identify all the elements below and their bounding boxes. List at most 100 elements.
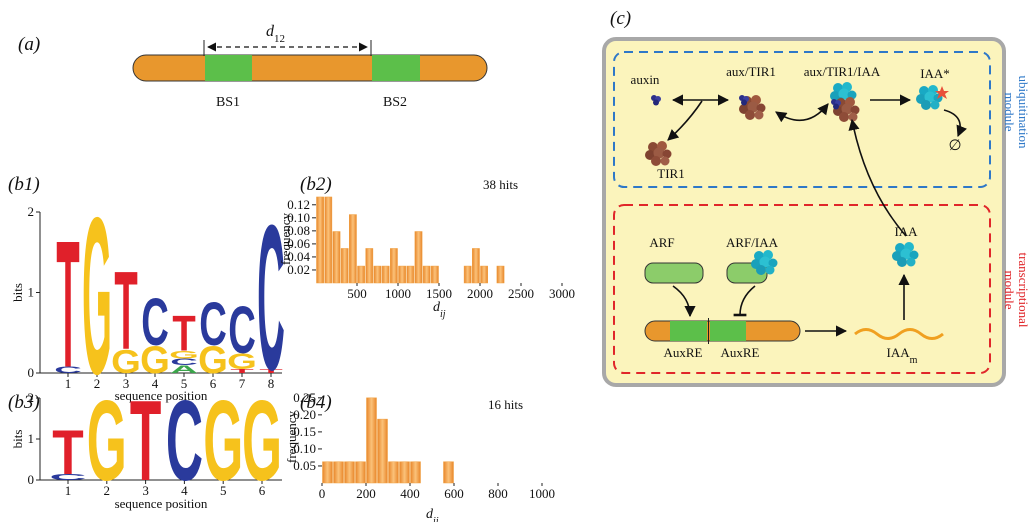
transcription-box xyxy=(613,204,991,374)
logo-letter: T xyxy=(230,368,254,374)
panel-label: (b3) xyxy=(8,392,40,413)
x-tick-label: 200 xyxy=(356,486,376,501)
y-tick-label: 0.05 xyxy=(293,458,316,473)
subscript: 12 xyxy=(274,33,285,45)
binding-site xyxy=(205,55,252,81)
logo-letter: T xyxy=(172,307,195,362)
y-tick-label: 0 xyxy=(28,365,35,380)
subscript: ij xyxy=(440,309,446,320)
star xyxy=(935,86,949,99)
x-tick-label: 1 xyxy=(65,376,72,391)
y-axis-label: bits xyxy=(10,430,25,449)
logo-letter: C xyxy=(257,181,285,413)
logo-letter: C xyxy=(170,357,198,367)
auxre-site xyxy=(670,321,707,341)
x-tick-label: 6 xyxy=(210,376,217,391)
x-tick-label: 6 xyxy=(259,483,266,498)
arrow xyxy=(667,100,703,141)
binding-site xyxy=(372,55,420,81)
x-tick-label: 4 xyxy=(152,376,159,391)
y-tick-label: 0 xyxy=(28,472,35,487)
bar xyxy=(373,265,382,284)
y-tick-label: 2 xyxy=(28,204,35,219)
symbol: IAA xyxy=(887,345,911,360)
bar xyxy=(324,196,333,284)
bar xyxy=(496,265,505,284)
bar xyxy=(414,231,423,284)
bar xyxy=(357,265,365,284)
y-tick-label: 0.08 xyxy=(287,223,310,238)
x-tick-label: 3 xyxy=(123,376,130,391)
logo-letter: G xyxy=(87,377,127,505)
x-tick-label: 3000 xyxy=(549,286,575,301)
y-tick-label: 0.20 xyxy=(293,407,316,422)
y-axis-label: frequency xyxy=(284,411,299,463)
y-tick-label: 0.06 xyxy=(287,236,310,251)
x-tick-label: 2 xyxy=(94,376,101,391)
bar xyxy=(333,461,344,484)
logo-letter: G xyxy=(169,349,199,361)
x-axis-label: sequence position xyxy=(115,388,208,403)
panel-label: (b1) xyxy=(8,174,40,195)
node-label: ∅ xyxy=(948,138,961,154)
bar xyxy=(472,248,480,284)
bar xyxy=(355,461,366,484)
bar xyxy=(344,461,355,484)
bar xyxy=(398,265,406,284)
line: transcriptional xyxy=(1016,252,1031,327)
logo-letter: C xyxy=(199,290,227,358)
node-label: aux/TIR1/IAA xyxy=(804,64,881,79)
bar xyxy=(322,461,333,484)
bar xyxy=(332,231,341,284)
x-tick-label: 1 xyxy=(65,483,72,498)
arrow xyxy=(672,285,696,318)
y-tick-label: 0.25 xyxy=(293,390,316,405)
logo-letter: G xyxy=(227,349,257,374)
bar xyxy=(316,196,324,284)
bar xyxy=(463,265,472,284)
logo-letter: G xyxy=(82,171,112,421)
y-axis-label: frequency xyxy=(278,213,293,265)
x-tick-label: 400 xyxy=(400,486,420,501)
node-label: ARF/IAA xyxy=(726,235,779,250)
site-label: BS1 xyxy=(216,95,240,110)
bar xyxy=(365,248,374,284)
y-tick-label: 1 xyxy=(28,431,35,446)
logo-letter: C xyxy=(228,293,256,368)
logo-letter: T xyxy=(259,368,283,374)
ubiquitination-box xyxy=(613,51,991,188)
panel-label: (c) xyxy=(610,8,631,29)
auxre-site xyxy=(710,321,746,341)
node-label: TIR1 xyxy=(657,166,684,181)
distance-label: d12 xyxy=(266,23,285,45)
logo-letter: G xyxy=(111,342,141,380)
x-tick-label: 500 xyxy=(347,286,367,301)
symbol: d xyxy=(433,300,441,315)
x-tick-label: 5 xyxy=(220,483,227,498)
line: module xyxy=(1002,93,1017,132)
bar xyxy=(410,461,421,484)
node-label: auxin xyxy=(631,72,660,87)
x-tick-label: 600 xyxy=(444,486,464,501)
subscript: ij xyxy=(433,516,439,522)
panel-label: (b2) xyxy=(300,174,332,195)
x-axis-label: sequence position xyxy=(115,496,208,511)
x-tick-label: 4 xyxy=(181,483,188,498)
y-axis-label: bits xyxy=(10,283,25,302)
bar xyxy=(422,265,431,284)
arrow xyxy=(775,103,829,123)
node-label: IAA xyxy=(894,224,918,239)
logo-letter: C xyxy=(49,472,86,481)
logo-letter: T xyxy=(130,377,161,505)
x-tick-label: 2 xyxy=(104,483,111,498)
subscript: m xyxy=(910,355,918,366)
x-tick-label: 5 xyxy=(181,376,188,391)
x-tick-label: 1500 xyxy=(426,286,452,301)
line: module xyxy=(1002,271,1017,310)
logo-letter: T xyxy=(56,203,79,405)
logo-letter: C xyxy=(54,365,82,375)
x-axis-label: dij xyxy=(433,300,446,320)
bar xyxy=(366,397,377,484)
panel-label: (a) xyxy=(18,34,40,55)
